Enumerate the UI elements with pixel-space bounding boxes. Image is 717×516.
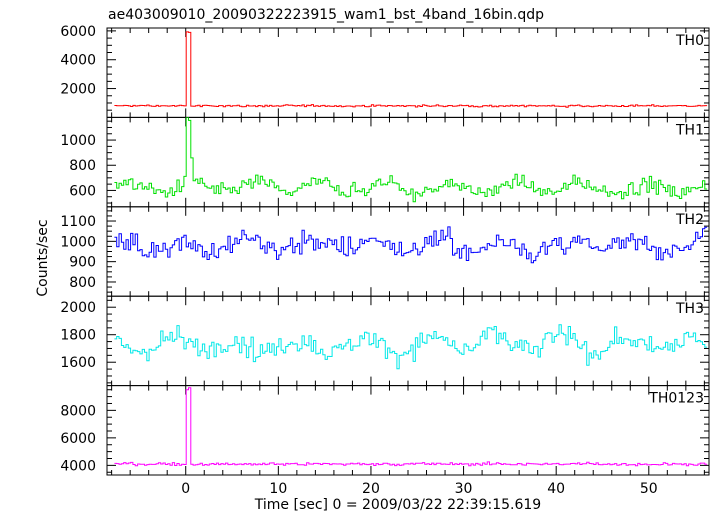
y-tick-label: 2000 <box>60 300 96 316</box>
panel-label: TH0 <box>675 33 704 49</box>
y-axis-label: Counts/sec <box>35 219 51 296</box>
y-tick-label: 600 <box>69 183 96 199</box>
series-line-th0123 <box>114 387 708 467</box>
y-tick-label: 1100 <box>60 214 96 230</box>
y-tick-label: 800 <box>69 275 96 291</box>
series-line-th1 <box>114 117 708 203</box>
x-tick-label: 30 <box>455 481 473 497</box>
panel-label: TH0123 <box>648 391 704 407</box>
x-axis-label: Time [sec] 0 = 2009/03/22 22:39:15.619 <box>254 497 541 513</box>
panel-th0123: 4000 6000 8000 TH0123 <box>60 385 710 476</box>
panel-frame <box>106 385 710 476</box>
y-tick-label: 1000 <box>60 133 96 149</box>
y-tick-label: 1600 <box>60 355 96 371</box>
panel-th2: 800 900 1000 1100 TH2 <box>60 206 710 297</box>
x-tick-label: 40 <box>547 481 565 497</box>
x-tick-label: 50 <box>640 481 658 497</box>
panels: 2000 4000 6000 TH0 600 800 1000 TH1 800 900 1000 11… <box>60 24 710 476</box>
x-tick-labels: 0 10 20 30 40 50 <box>181 481 657 497</box>
panel-frame <box>106 27 710 118</box>
y-tick-label: 2000 <box>60 82 96 98</box>
x-tick-label: 0 <box>181 481 190 497</box>
panel-th0: 2000 4000 6000 TH0 <box>60 24 710 118</box>
series-line-th2 <box>114 226 708 264</box>
x-tick-label: 20 <box>362 481 380 497</box>
panel-th3: 1600 1800 2000 TH3 <box>60 295 710 387</box>
y-tick-label: 8000 <box>60 403 96 419</box>
chart-title: ae403009010_20090322223915_wam1_bst_4ban… <box>108 7 544 23</box>
panel-label: TH3 <box>675 301 704 317</box>
panel-label: TH1 <box>675 122 704 138</box>
y-tick-label: 900 <box>69 255 96 271</box>
y-tick-label: 800 <box>69 158 96 174</box>
y-tick-label: 1800 <box>60 328 96 344</box>
y-tick-label: 4000 <box>60 458 96 474</box>
series-line-th3 <box>114 324 708 370</box>
y-tick-label: 1000 <box>60 234 96 250</box>
panel-th1: 600 800 1000 TH1 <box>60 116 710 208</box>
series-line-th0 <box>114 31 708 108</box>
panel-frame <box>106 116 710 208</box>
y-tick-label: 6000 <box>60 431 96 447</box>
x-tick-label: 10 <box>269 481 287 497</box>
y-tick-label: 6000 <box>60 24 96 40</box>
panel-label: TH2 <box>675 212 704 228</box>
y-tick-label: 4000 <box>60 53 96 69</box>
